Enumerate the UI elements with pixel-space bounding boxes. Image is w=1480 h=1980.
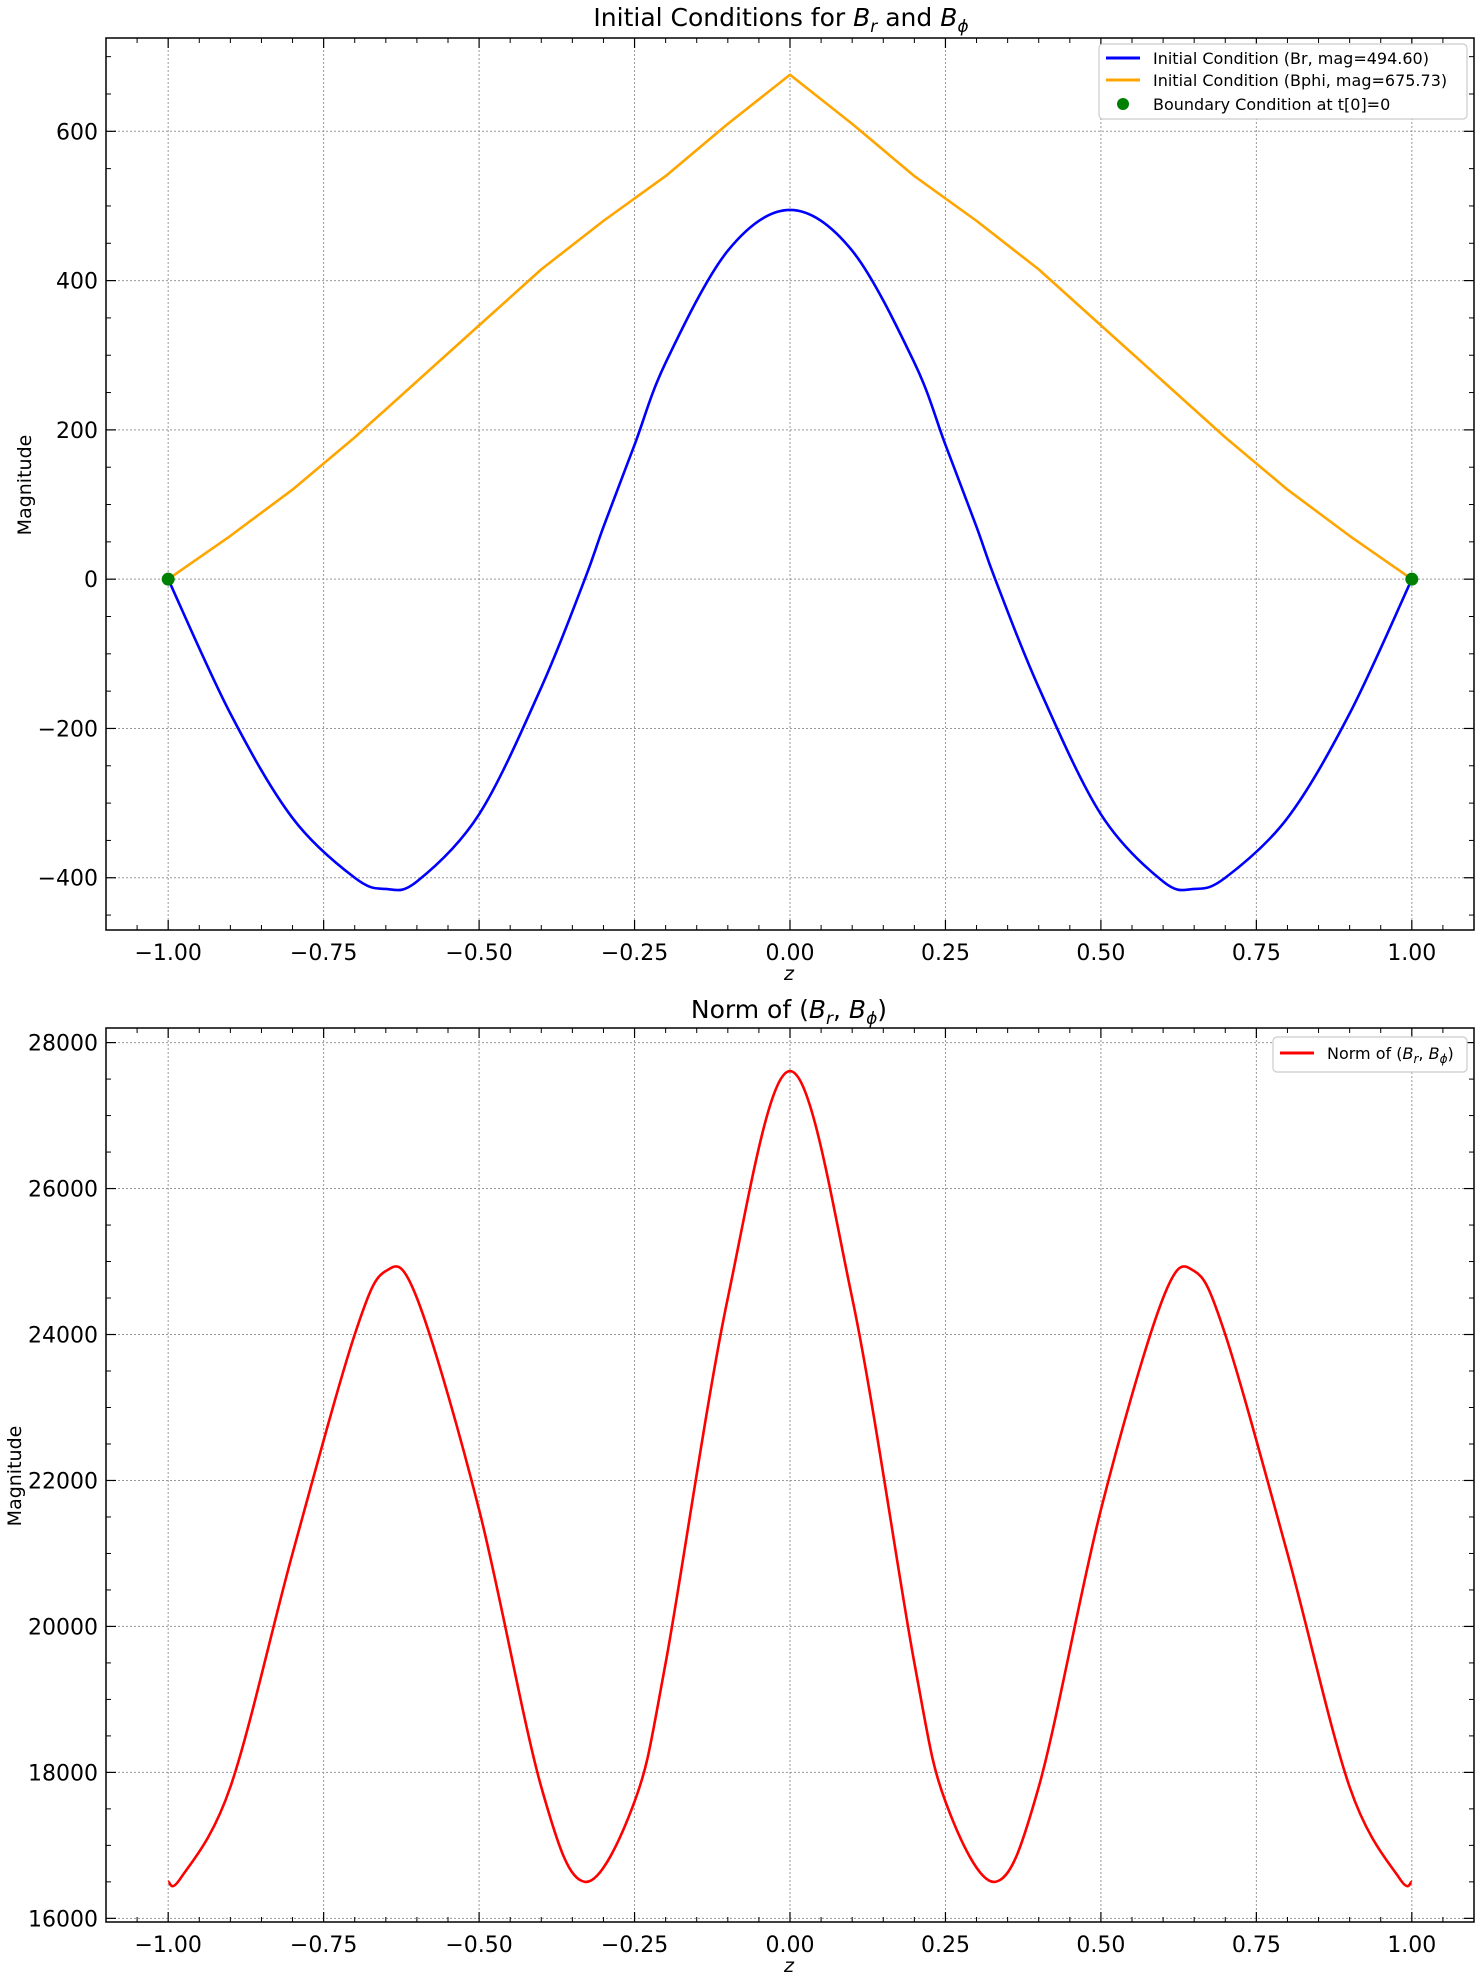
y-axis-label: Magnitude (4, 1426, 26, 1527)
x-tick-label: 1.00 (1387, 1933, 1436, 1958)
grid-lines (106, 38, 1474, 930)
x-tick-label: 0.50 (1076, 1933, 1125, 1958)
x-tick-label: −1.00 (134, 1933, 201, 1958)
x-axis-label: z (783, 1955, 795, 1977)
legend-label-br: Initial Condition (Br, mag=494.60) (1153, 49, 1429, 68)
y-tick-label: −400 (38, 867, 98, 892)
y-tick-label: 0 (84, 568, 98, 593)
y-tick-labels: 16000 18000 20000 22000 24000 26000 28000 (28, 1032, 98, 1933)
legend-marker-boundary (1117, 98, 1129, 110)
x-tick-labels: −1.00 −0.75 −0.50 −0.25 0.00 0.25 0.50 0.75 1.00 (134, 1933, 1436, 1958)
x-tick-label: −0.50 (445, 941, 512, 966)
legend-label-boundary: Boundary Condition at t[0]=0 (1153, 95, 1390, 114)
plot-frame (105, 37, 1475, 931)
y-tick-label: 600 (56, 120, 98, 145)
y-tick-label: 400 (56, 270, 98, 295)
chart-norm: −1.00 −0.75 −0.50 −0.25 0.00 0.25 0.50 0.75 1.00… (4, 995, 1475, 1977)
series-group (166, 1069, 1414, 1888)
x-tick-label: −0.50 (445, 1933, 512, 1958)
x-tick-label: 0.25 (921, 941, 970, 966)
legend-frame (1272, 1036, 1468, 1073)
x-tick-label: 0.00 (766, 1933, 815, 1958)
boundary-point (1405, 572, 1419, 586)
legend-label-norm: Norm of (Br, Bϕ) (1327, 1044, 1454, 1066)
x-tick-label: 1.00 (1387, 941, 1436, 966)
y-tick-label: 26000 (28, 1178, 98, 1203)
x-tick-label: 0.50 (1076, 941, 1125, 966)
y-tick-labels: −400 −200 0 200 400 600 (38, 120, 98, 891)
chart-title: Initial Conditions for Br and Bϕ (593, 3, 968, 37)
chart-title: Norm of (Br, Bϕ) (691, 995, 887, 1029)
legend-frame (1098, 43, 1468, 120)
grid-lines (106, 1028, 1474, 1922)
minor-ticks (105, 1028, 1475, 1922)
x-tick-label: −0.25 (601, 941, 668, 966)
x-axis-label: z (783, 963, 795, 985)
series-group (161, 73, 1419, 892)
y-tick-label: 24000 (28, 1324, 98, 1349)
x-tick-labels: −1.00 −0.75 −0.50 −0.25 0.00 0.25 0.50 0.75 1.00 (134, 941, 1436, 966)
legend: Initial Condition (Br, mag=494.60) Initi… (1098, 43, 1468, 120)
x-tick-label: −0.25 (601, 1933, 668, 1958)
x-tick-label: 0.00 (766, 941, 815, 966)
x-tick-label: −1.00 (134, 941, 201, 966)
y-axis-label: Magnitude (14, 435, 36, 536)
y-tick-label: 18000 (28, 1761, 98, 1786)
x-tick-label: −0.75 (290, 941, 357, 966)
x-tick-label: 0.75 (1232, 1933, 1281, 1958)
legend-label-bphi: Initial Condition (Bphi, mag=675.73) (1153, 71, 1447, 90)
series-line-1 (167, 73, 1413, 581)
x-tick-label: 0.25 (921, 1933, 970, 1958)
y-tick-label: 20000 (28, 1615, 98, 1640)
chart-initial-conditions: −1.00 −0.75 −0.50 −0.25 0.00 0.25 0.50 0.75 1.00… (14, 3, 1475, 985)
y-tick-label: 28000 (28, 1032, 98, 1057)
x-tick-label: 0.75 (1232, 941, 1281, 966)
y-tick-label: 16000 (28, 1907, 98, 1932)
y-tick-label: 200 (56, 419, 98, 444)
legend: Norm of (Br, Bϕ) (1272, 1036, 1468, 1073)
y-tick-label: −200 (38, 717, 98, 742)
major-ticks (106, 1028, 1474, 1922)
plot-frame (105, 1027, 1475, 1923)
y-tick-label: 22000 (28, 1469, 98, 1494)
boundary-point (161, 572, 175, 586)
series-line-0 (166, 1069, 1414, 1888)
x-tick-label: −0.75 (290, 1933, 357, 1958)
series-line-0 (167, 208, 1413, 892)
